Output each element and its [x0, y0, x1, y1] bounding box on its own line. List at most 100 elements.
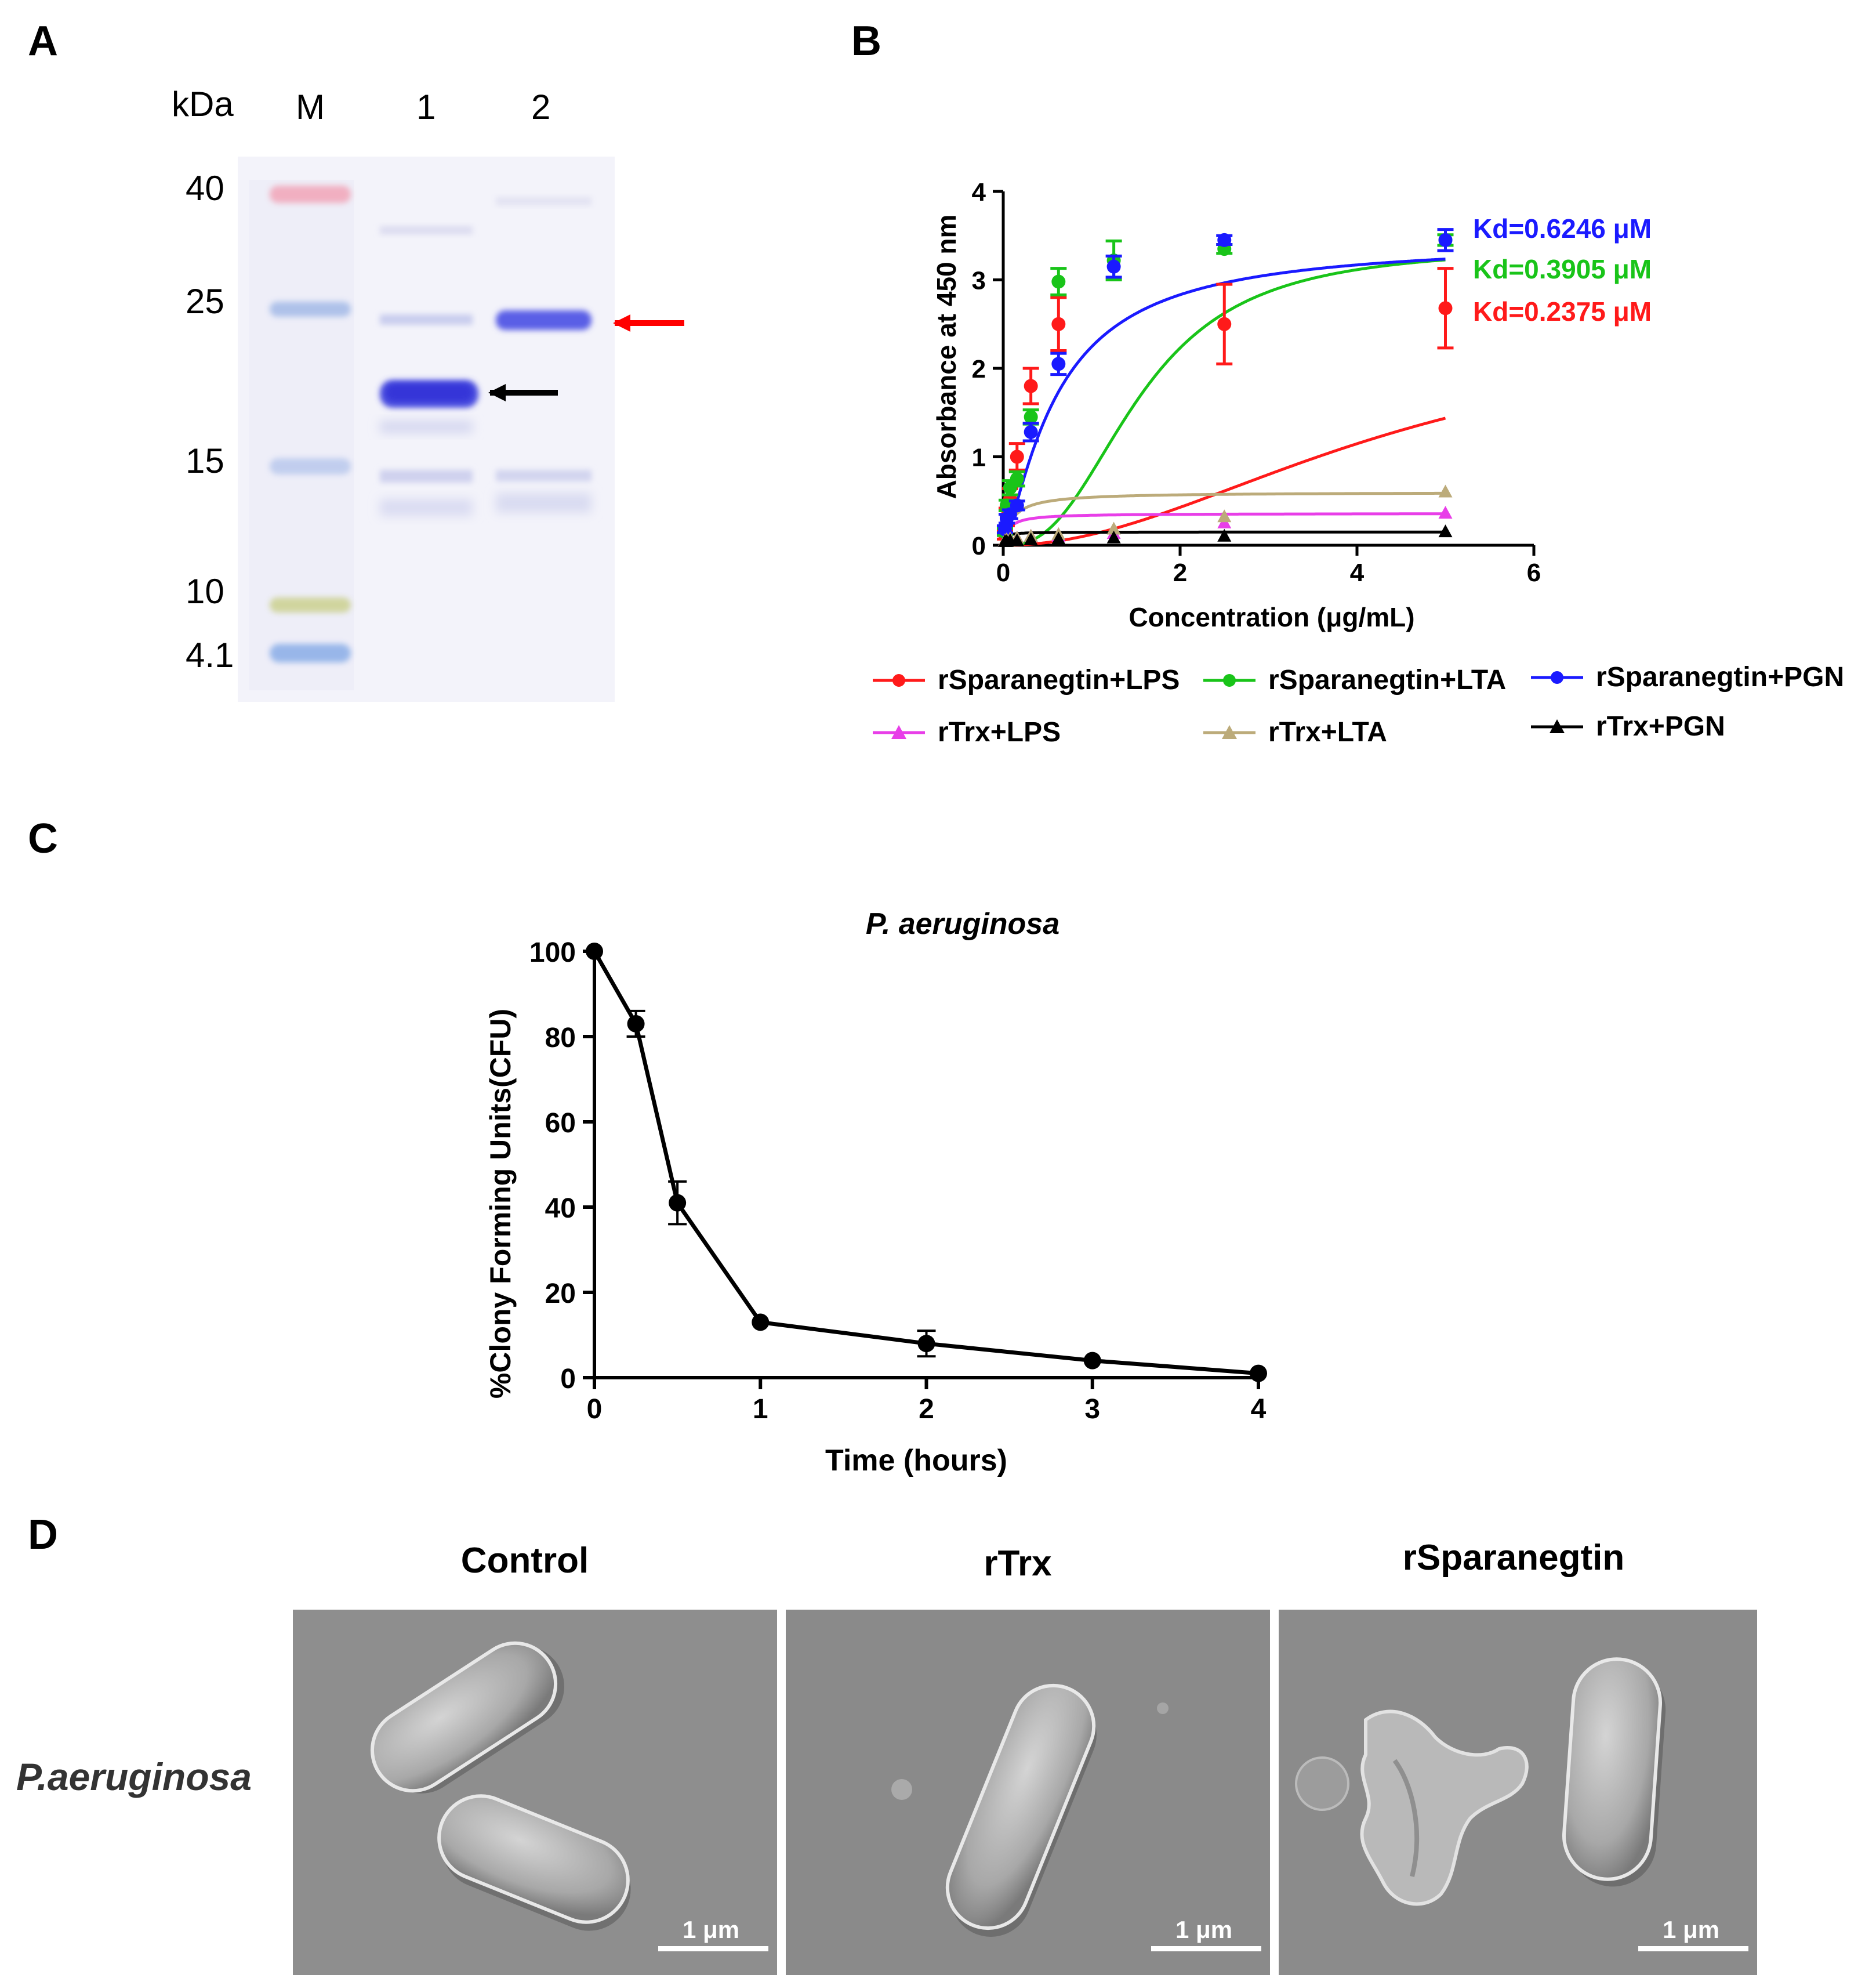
- y-tick-label: 2: [972, 355, 986, 383]
- legend-item: rSparanegtin+PGN: [1531, 661, 1844, 693]
- legend-label: rSparanegtin+LTA: [1268, 665, 1507, 695]
- legend-item: rTrx+LTA: [1203, 716, 1387, 748]
- data-point-circle: [997, 522, 1012, 537]
- sem-image-control: 1 μm: [293, 1610, 777, 1975]
- data-point-circle: [1217, 233, 1232, 247]
- y-tick-label: 80: [545, 1023, 576, 1053]
- data-point-triangle: [1438, 484, 1453, 498]
- gel-band: [496, 310, 592, 330]
- data-point-circle: [1024, 379, 1038, 393]
- legend-marker-circle-icon: [1531, 671, 1583, 684]
- data-point-circle: [1438, 233, 1453, 247]
- scale-bar-label: 1 μm: [1175, 1916, 1233, 1943]
- legend-label: rTrx+PGN: [1596, 711, 1725, 742]
- data-point: [1083, 1352, 1101, 1370]
- binding-chart: 0 1 2 3 4 0 2 4 6 Concentration (μg/mL) Absorban…: [931, 178, 1652, 632]
- y-tick-label: 0: [560, 1364, 576, 1394]
- gel-marker-15: 15: [186, 441, 224, 480]
- data-point: [669, 1194, 687, 1212]
- data-point: [627, 1015, 645, 1033]
- data-point-triangle: [1217, 509, 1232, 523]
- panel-letter-a: A: [28, 18, 58, 64]
- panel-letter-b: B: [851, 18, 881, 64]
- data-point-triangle: [1438, 506, 1453, 519]
- data-point-circle: [1010, 498, 1024, 513]
- series-line: [592, 950, 1259, 1376]
- data-point-circle: [1106, 259, 1121, 274]
- legend-item: rSparanegtin+LTA: [1203, 664, 1506, 696]
- data-point-circle: [1024, 425, 1038, 439]
- gel-lane-label-2: 2: [531, 88, 551, 126]
- sem-column-title-control: Control: [460, 1541, 589, 1581]
- data-point: [752, 1313, 770, 1331]
- data-point: [1250, 1364, 1267, 1382]
- fit-curve: [1002, 258, 1446, 546]
- fit-curve: [1002, 491, 1446, 544]
- y-tick-label: 40: [545, 1193, 576, 1224]
- gel-lane-label-marker: M: [296, 88, 325, 126]
- bacterium-cell: [945, 1683, 1097, 1937]
- sem-row-label: P.aeruginosa: [16, 1755, 252, 1798]
- kd-annotation-pgn: Kd=0.6246 μM: [1473, 213, 1652, 244]
- legend-label: rSparanegtin+LPS: [938, 665, 1180, 695]
- debris-particle: [1157, 1702, 1169, 1714]
- data-point-triangle: [1051, 531, 1066, 545]
- y-tick-label: 20: [545, 1278, 576, 1309]
- gel-band: [380, 470, 473, 483]
- scale-bar: [1151, 1946, 1261, 1951]
- binding-chart-x-label: Concentration (μg/mL): [1128, 602, 1414, 632]
- legend-marker-triangle-icon: [873, 724, 925, 739]
- gel-band: [496, 197, 592, 205]
- gel-band: [380, 499, 473, 516]
- legend-marker-circle-icon: [873, 673, 925, 687]
- scale-bar: [658, 1946, 768, 1951]
- gel-band: [270, 597, 351, 613]
- x-tick-label: 4: [1251, 1394, 1267, 1425]
- x-tick-label: 2: [919, 1394, 934, 1425]
- gel-band: [270, 644, 351, 662]
- gel-marker-4-1: 4.1: [186, 636, 234, 675]
- x-tick-label: 3: [1084, 1394, 1100, 1425]
- y-tick-label: 0: [972, 532, 986, 560]
- arrow-icon: [613, 314, 684, 332]
- panel-letter-d: D: [28, 1512, 58, 1558]
- data-point-circle: [1010, 472, 1024, 486]
- data-point-circle: [1024, 410, 1038, 424]
- data-point-triangle: [1106, 521, 1121, 535]
- data-point-triangle: [1024, 532, 1038, 545]
- y-tick-label: 4: [972, 178, 986, 207]
- data-point: [917, 1335, 935, 1353]
- legend-item: rTrx+LPS: [873, 716, 1061, 748]
- kd-annotation-lps: Kd=0.2375 μM: [1473, 296, 1652, 327]
- data-point-triangle: [1106, 530, 1121, 544]
- kd-annotation-lta: Kd=0.3905 μM: [1473, 254, 1652, 284]
- gel-marker-25: 25: [186, 282, 224, 321]
- y-tick-label: 100: [529, 937, 576, 968]
- bacterium-cell: [370, 1641, 564, 1794]
- data-point-circle: [1438, 301, 1453, 316]
- gel-band: [270, 186, 351, 203]
- gel-image: [238, 157, 684, 702]
- cfu-chart-title: P. aeruginosa: [866, 907, 1059, 941]
- gel-band: [270, 302, 351, 317]
- gel-band: [380, 226, 473, 234]
- y-tick-label: 3: [972, 267, 986, 295]
- sem-image-rtrx: 1 μm: [786, 1610, 1270, 1975]
- sem-column-title-rsparanegtin: rSparanegtin: [1402, 1538, 1625, 1578]
- legend-marker-triangle-icon: [1203, 724, 1255, 739]
- cfu-chart-x-label: Time (hours): [825, 1444, 1007, 1477]
- x-tick-label: 6: [1527, 559, 1541, 587]
- debris-particle: [1295, 1756, 1349, 1811]
- scale-bar-label: 1 μm: [683, 1916, 740, 1943]
- sem-column-title-rtrx: rTrx: [984, 1544, 1052, 1584]
- gel-marker-40: 40: [186, 169, 224, 208]
- gel-band: [380, 314, 473, 325]
- data-point-triangle: [1217, 528, 1232, 542]
- bacterium-cell: [1562, 1657, 1666, 1887]
- y-tick-label: 1: [972, 444, 986, 472]
- data-point: [586, 943, 603, 960]
- data-point-circle: [1051, 357, 1066, 371]
- arrow-icon: [488, 384, 558, 401]
- x-tick-label: 0: [587, 1394, 603, 1425]
- legend-label: rTrx+LTA: [1268, 717, 1387, 748]
